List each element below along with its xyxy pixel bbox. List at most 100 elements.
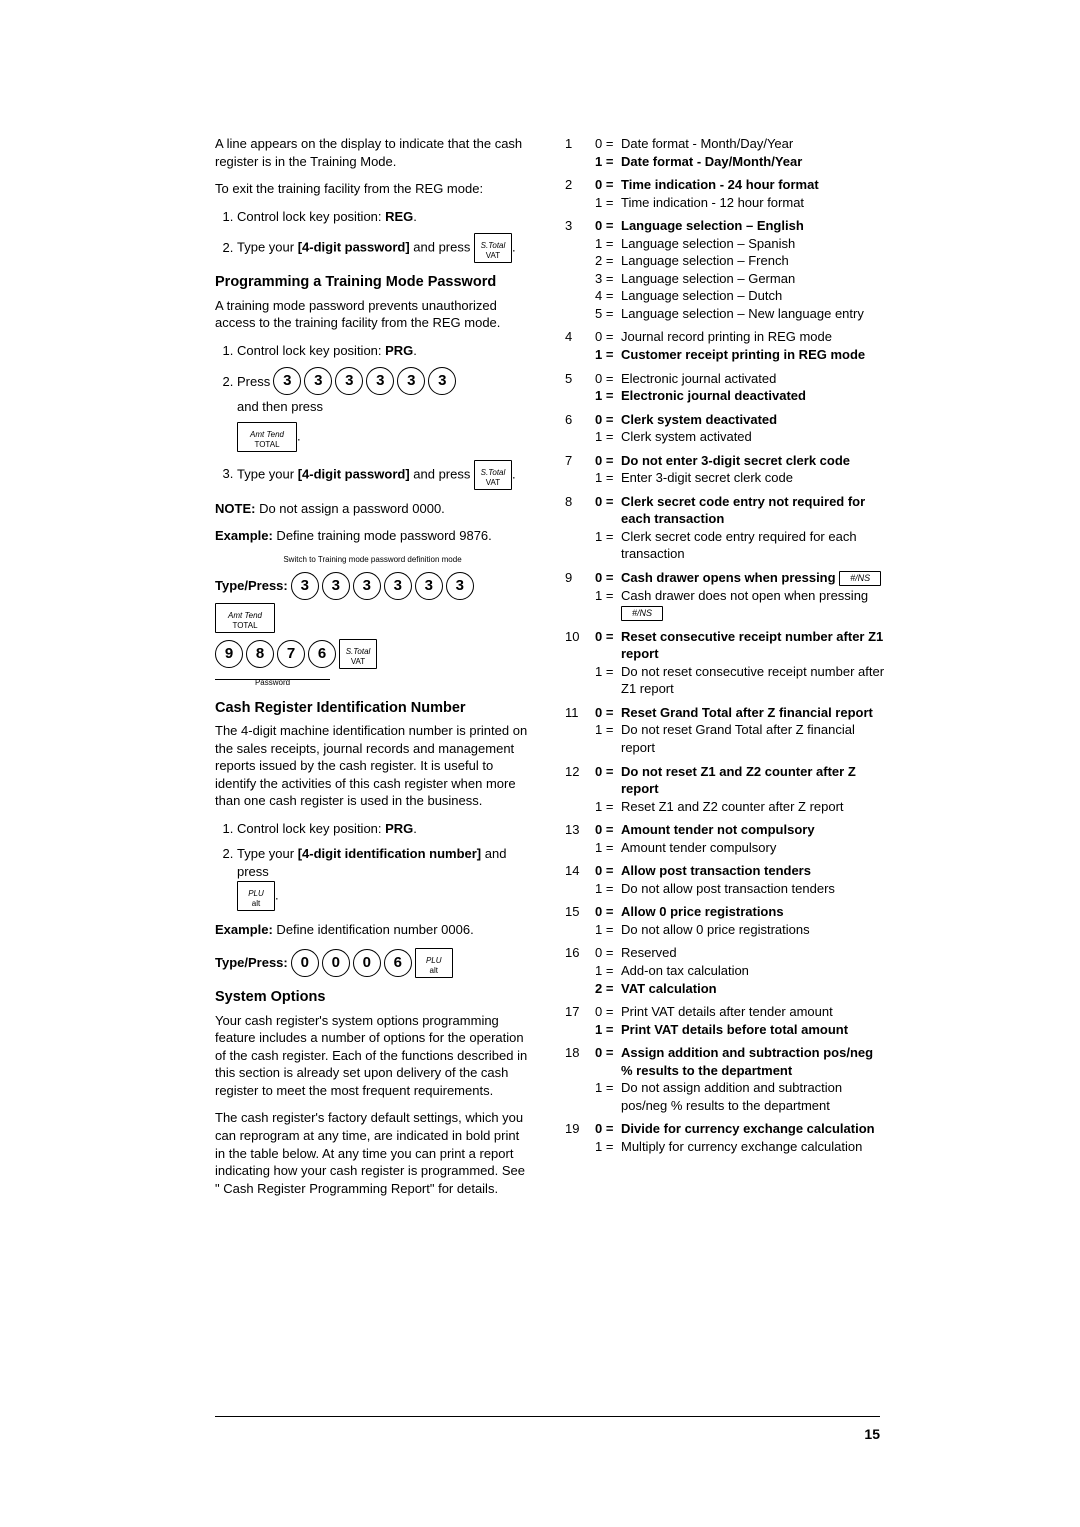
option-key: 1 = bbox=[595, 469, 621, 487]
option-value: Time indication - 12 hour format bbox=[621, 194, 885, 212]
text: Type your bbox=[237, 240, 298, 255]
option-line: 1 =Do not assign addition and subtractio… bbox=[595, 1079, 885, 1114]
option-line: 0 =Journal record printing in REG mode bbox=[595, 328, 885, 346]
option-value: Language selection – New language entry bbox=[621, 305, 885, 323]
option-value: Reset consecutive receipt number after Z… bbox=[621, 628, 885, 663]
option-line: 1 =Reset Z1 and Z2 counter after Z repor… bbox=[595, 798, 885, 816]
option-line: 0 =Allow 0 price registrations bbox=[595, 903, 885, 921]
annotation-switch: Switch to Training mode password definit… bbox=[215, 555, 530, 566]
option-number: 19 bbox=[565, 1120, 595, 1155]
text: Control lock key position: bbox=[237, 343, 385, 358]
option-key: 0 = bbox=[595, 1003, 621, 1021]
option-value: Allow 0 price registrations bbox=[621, 903, 885, 921]
option-row: 170 =Print VAT details after tender amou… bbox=[565, 1003, 885, 1038]
option-key: 1 = bbox=[595, 346, 621, 364]
option-row: 30 =Language selection – English1 =Langu… bbox=[565, 217, 885, 322]
option-value: Do not allow post transaction tenders bbox=[621, 880, 885, 898]
option-values: 0 =Reset consecutive receipt number afte… bbox=[595, 628, 885, 698]
text-bold: [4-digit identification number] bbox=[298, 846, 481, 861]
option-key: 1 = bbox=[595, 721, 621, 756]
option-row: 130 =Amount tender not compulsory1 =Amou… bbox=[565, 821, 885, 856]
option-key: 1 = bbox=[595, 387, 621, 405]
option-row: 60 =Clerk system deactivated1 =Clerk sys… bbox=[565, 411, 885, 446]
option-key: 5 = bbox=[595, 305, 621, 323]
annotation-password: Password bbox=[215, 678, 330, 689]
option-row: 40 =Journal record printing in REG mode1… bbox=[565, 328, 885, 363]
key-bot: alt bbox=[242, 900, 270, 908]
example-1: Example: Define training mode password 9… bbox=[215, 527, 530, 545]
option-line: 0 =Allow post transaction tenders bbox=[595, 862, 885, 880]
training-password-intro: A training mode password prevents unauth… bbox=[215, 297, 530, 332]
option-row: 10 =Date format - Month/Day/Year1 =Date … bbox=[565, 135, 885, 170]
example-text: Define training mode password 9876. bbox=[273, 528, 492, 543]
option-key: 2 = bbox=[595, 980, 621, 998]
id-step1: Control lock key position: PRG. bbox=[237, 820, 530, 838]
option-number: 2 bbox=[565, 176, 595, 211]
sys-para2: The cash register's factory default sett… bbox=[215, 1109, 530, 1197]
type-press-0006: Type/Press: 0 0 0 6 PLUalt bbox=[215, 948, 530, 978]
option-line: 0 =Electronic journal activated bbox=[595, 370, 885, 388]
option-line: 1 =Cash drawer does not open when pressi… bbox=[595, 587, 885, 622]
text: Press bbox=[237, 373, 270, 391]
exit-reg-intro: To exit the training facility from the R… bbox=[215, 180, 530, 198]
digit-key: 3 bbox=[384, 572, 412, 600]
option-line: 1 =Enter 3-digit secret clerk code bbox=[595, 469, 885, 487]
option-value: Reset Grand Total after Z financial repo… bbox=[621, 704, 885, 722]
digit-key: 3 bbox=[353, 572, 381, 600]
option-values: 0 =Date format - Month/Day/Year1 =Date f… bbox=[595, 135, 885, 170]
option-number: 17 bbox=[565, 1003, 595, 1038]
option-line: 0 =Date format - Month/Day/Year bbox=[595, 135, 885, 153]
option-values: 0 =Journal record printing in REG mode1 … bbox=[595, 328, 885, 363]
option-value: Clerk system activated bbox=[621, 428, 885, 446]
option-row: 110 =Reset Grand Total after Z financial… bbox=[565, 704, 885, 757]
option-line: 0 =Amount tender not compulsory bbox=[595, 821, 885, 839]
option-value: Reserved bbox=[621, 944, 885, 962]
option-line: 0 =Reset consecutive receipt number afte… bbox=[595, 628, 885, 663]
key-bot: TOTAL bbox=[242, 441, 292, 449]
option-values: 0 =Allow 0 price registrations1 =Do not … bbox=[595, 903, 885, 938]
option-line: 1 =Electronic journal deactivated bbox=[595, 387, 885, 405]
example-text: Define identification number 0006. bbox=[273, 922, 474, 937]
option-value: Clerk secret code entry not required for… bbox=[621, 493, 885, 528]
option-values: 0 =Divide for currency exchange calculat… bbox=[595, 1120, 885, 1155]
key-bot: alt bbox=[420, 967, 448, 975]
option-key: 0 = bbox=[595, 217, 621, 235]
option-values: 0 =Reserved1 =Add-on tax calculation2 =V… bbox=[595, 944, 885, 997]
option-value: Add-on tax calculation bbox=[621, 962, 885, 980]
id-step2: Type your [4-digit identification number… bbox=[237, 845, 530, 910]
digit-key: 6 bbox=[308, 640, 336, 668]
option-line: 1 =Do not reset Grand Total after Z fina… bbox=[595, 721, 885, 756]
option-value: Do not assign addition and subtraction p… bbox=[621, 1079, 885, 1114]
option-value: Do not allow 0 price registrations bbox=[621, 921, 885, 939]
option-row: 140 =Allow post transaction tenders1 =Do… bbox=[565, 862, 885, 897]
option-value: Electronic journal deactivated bbox=[621, 387, 885, 405]
option-line: 1 =Do not allow 0 price registrations bbox=[595, 921, 885, 939]
option-number: 3 bbox=[565, 217, 595, 322]
heading-cash-register-id: Cash Register Identification Number bbox=[215, 699, 530, 719]
option-key: 0 = bbox=[595, 821, 621, 839]
option-key: 3 = bbox=[595, 270, 621, 288]
option-value: Language selection – Dutch bbox=[621, 287, 885, 305]
key-amt-tend: Amt TendTOTAL bbox=[237, 422, 297, 452]
page-number: 15 bbox=[864, 1426, 880, 1442]
training-intro: A line appears on the display to indicat… bbox=[215, 135, 530, 170]
option-key: 0 = bbox=[595, 862, 621, 880]
option-number: 6 bbox=[565, 411, 595, 446]
digit-key: 3 bbox=[304, 367, 332, 395]
left-column: A line appears on the display to indicat… bbox=[215, 135, 530, 1207]
option-number: 12 bbox=[565, 763, 595, 816]
id-steps: Control lock key position: PRG. Type you… bbox=[215, 820, 530, 911]
option-number: 1 bbox=[565, 135, 595, 170]
footer-rule bbox=[215, 1416, 880, 1417]
option-line: 1 =Amount tender compulsory bbox=[595, 839, 885, 857]
example-2: Example: Define identification number 00… bbox=[215, 921, 530, 939]
training-password-steps: Control lock key position: PRG. Press 3 … bbox=[215, 342, 530, 490]
option-line: 2 =Language selection – French bbox=[595, 252, 885, 270]
option-key: 0 = bbox=[595, 628, 621, 663]
option-number: 7 bbox=[565, 452, 595, 487]
key-stotal: S.TotalVAT bbox=[474, 233, 512, 263]
option-key: 0 = bbox=[595, 944, 621, 962]
option-line: 0 =Print VAT details after tender amount bbox=[595, 1003, 885, 1021]
option-line: 1 =Do not allow post transaction tenders bbox=[595, 880, 885, 898]
option-value: Date format - Month/Day/Year bbox=[621, 135, 885, 153]
